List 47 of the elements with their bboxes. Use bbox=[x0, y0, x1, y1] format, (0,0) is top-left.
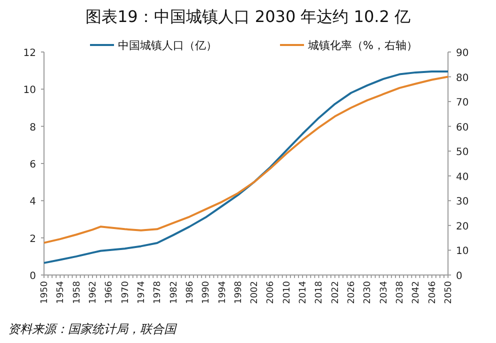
y2-tick-label: 70 bbox=[456, 98, 469, 109]
y-tick-label: 6 bbox=[30, 160, 36, 170]
x-tick-label: 2002 bbox=[250, 281, 260, 304]
x-tick-label: 2034 bbox=[379, 280, 390, 304]
x-tick-label: 2014 bbox=[298, 280, 309, 304]
text: 资料来源：国家统计局，联合国 bbox=[8, 322, 178, 336]
x-tick-label: 1962 bbox=[88, 281, 98, 304]
y2-tick-label: 40 bbox=[456, 172, 469, 183]
y2-tick-label: 20 bbox=[456, 221, 469, 232]
y-tick-label: 4 bbox=[30, 196, 36, 208]
y2-tick-label: 60 bbox=[456, 122, 469, 134]
x-tick-label: 2022 bbox=[330, 281, 341, 304]
y2-tick-label: 0 bbox=[456, 271, 462, 282]
x-tick-label: 2046 bbox=[428, 280, 438, 304]
x-tick-label: 1998 bbox=[234, 280, 244, 304]
x-tick-label: 1958 bbox=[72, 280, 82, 304]
y-tick-label: 12 bbox=[23, 48, 36, 59]
y-tick-label: 2 bbox=[30, 234, 36, 245]
x-tick-label: 1974 bbox=[136, 280, 147, 304]
x-tick-label: 1950 bbox=[40, 280, 50, 304]
x-tick-label: 1986 bbox=[185, 280, 196, 304]
legend-label: 城镇化率（%，右轴） bbox=[307, 39, 418, 52]
x-tick-label: 2010 bbox=[282, 280, 292, 304]
x-tick-label: 1978 bbox=[153, 280, 164, 304]
x-tick-label: 2050 bbox=[444, 280, 454, 304]
y2-tick-label: 50 bbox=[456, 147, 469, 158]
x-tick-label: 2018 bbox=[314, 280, 325, 304]
legend-label: 中国城镇人口（亿） bbox=[118, 39, 217, 52]
x-tick-label: 1994 bbox=[218, 280, 228, 304]
x-tick-label: 2006 bbox=[266, 280, 276, 304]
x-tick-label: 1966 bbox=[104, 280, 115, 304]
y2-tick-label: 30 bbox=[456, 196, 469, 208]
y2-tick-label: 80 bbox=[456, 72, 469, 84]
y2-tick-label: 10 bbox=[456, 246, 469, 258]
x-tick-label: 2038 bbox=[396, 280, 406, 304]
y2-tick-label: 90 bbox=[456, 48, 469, 59]
x-tick-label: 1970 bbox=[120, 280, 131, 304]
chart-title: 图表19：中国城镇人口 2030 年达约 10.2 亿 bbox=[85, 7, 411, 26]
x-tick-label: 2042 bbox=[412, 281, 422, 304]
y-tick-label: 8 bbox=[30, 122, 36, 134]
x-tick-label: 2030 bbox=[363, 280, 374, 304]
x-tick-label: 2026 bbox=[347, 280, 358, 304]
y-tick-label: 0 bbox=[30, 271, 36, 282]
y-tick-label: 10 bbox=[23, 85, 36, 96]
x-tick-label: 1982 bbox=[169, 281, 180, 304]
x-tick-label: 1954 bbox=[56, 280, 66, 304]
x-tick-label: 1990 bbox=[202, 280, 212, 304]
